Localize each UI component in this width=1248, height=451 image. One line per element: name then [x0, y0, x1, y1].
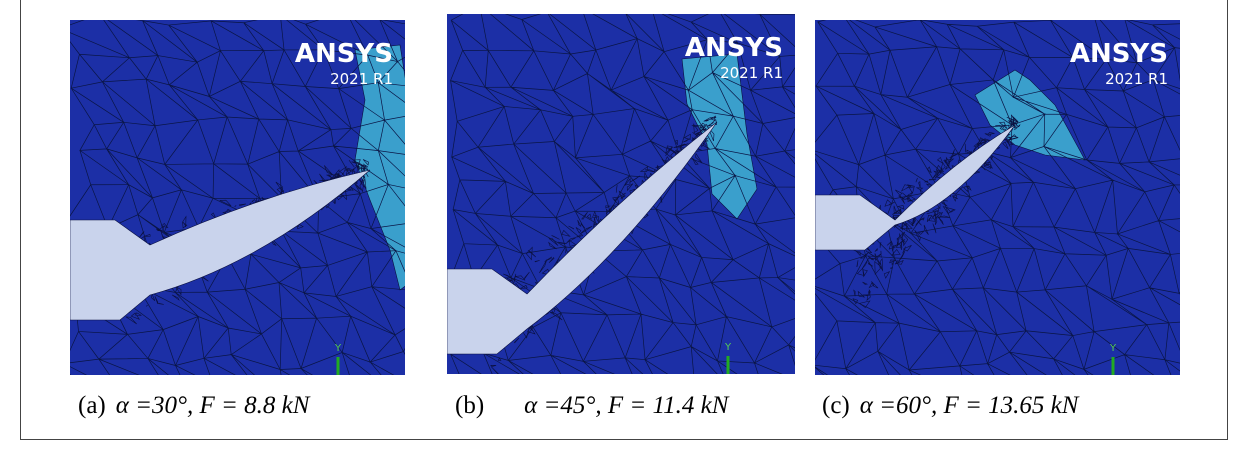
caption: (c) α =60°, F = 13.65 kN — [822, 392, 1078, 420]
version: 2021 R1 — [1105, 70, 1168, 88]
axis-label: Y — [334, 343, 342, 354]
caption: (a) α =30°, F = 8.8 kN — [78, 392, 309, 420]
logo: ANSYS — [685, 33, 783, 63]
caption: (b) α =45°, F = 11.4 kN — [455, 392, 728, 420]
caption-label: (b) — [455, 392, 484, 419]
caption-formula: α =60°, F = 13.65 kN — [860, 392, 1079, 419]
axis-label: Y — [1109, 343, 1117, 354]
axis-label: Y — [724, 342, 732, 353]
caption-label: (c) — [822, 392, 850, 419]
caption-formula: α =30°, F = 8.8 kN — [116, 392, 310, 419]
page: ANSYS2021 R1Y(a)α =30°, F = 8.8 kNANSYS2… — [0, 0, 1248, 451]
logo: ANSYS — [1070, 39, 1168, 69]
logo: ANSYS — [295, 39, 393, 69]
version: 2021 R1 — [720, 64, 783, 82]
version: 2021 R1 — [330, 70, 393, 88]
caption-label: (a) — [78, 392, 106, 419]
caption-formula: α =45°, F = 11.4 kN — [524, 392, 728, 419]
